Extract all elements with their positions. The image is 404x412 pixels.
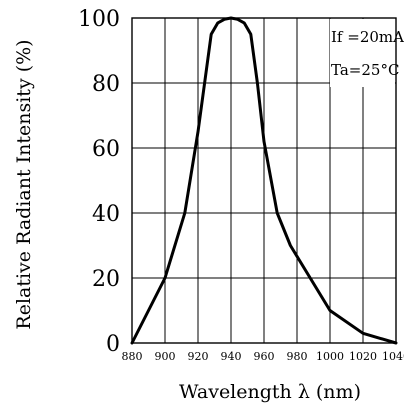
y-tick-labels: 0 20 40 60 80 100 (78, 7, 120, 357)
y-tick-label-5: 100 (78, 7, 120, 32)
y-tick-label-4: 80 (92, 72, 120, 97)
series-layer (130, 16, 398, 345)
x-tick-label-1: 900 (155, 350, 176, 363)
y-tick-label-0: 0 (106, 332, 120, 357)
annotation-box: If =20mA Ta=25°C (330, 19, 404, 87)
x-axis-label: Wavelength λ (nm) (179, 381, 361, 403)
x-tick-label-4: 960 (254, 350, 275, 363)
x-tick-label-5: 980 (287, 350, 308, 363)
x-tick-labels: 880 900 920 940 960 980 1000 1020 1040 (122, 350, 404, 363)
x-tick-label-7: 1020 (349, 350, 377, 363)
x-tick-label-0: 880 (122, 350, 143, 363)
x-tick-label-2: 920 (188, 350, 209, 363)
annotation-current: If =20mA (331, 28, 404, 46)
x-tick-label-6: 1000 (316, 350, 344, 363)
y-axis-label: Relative Radiant Intensity (%) (13, 39, 35, 329)
x-tick-label-3: 940 (221, 350, 242, 363)
y-tick-label-2: 40 (92, 202, 120, 227)
series-line-0 (130, 16, 398, 345)
annotation-background (330, 19, 395, 87)
y-tick-label-1: 20 (92, 267, 120, 292)
plot-frame (131, 17, 397, 344)
y-tick-label-3: 60 (92, 137, 120, 162)
x-tick-label-8: 1040 (382, 350, 404, 363)
annotation-temperature: Ta=25°C (331, 61, 399, 79)
